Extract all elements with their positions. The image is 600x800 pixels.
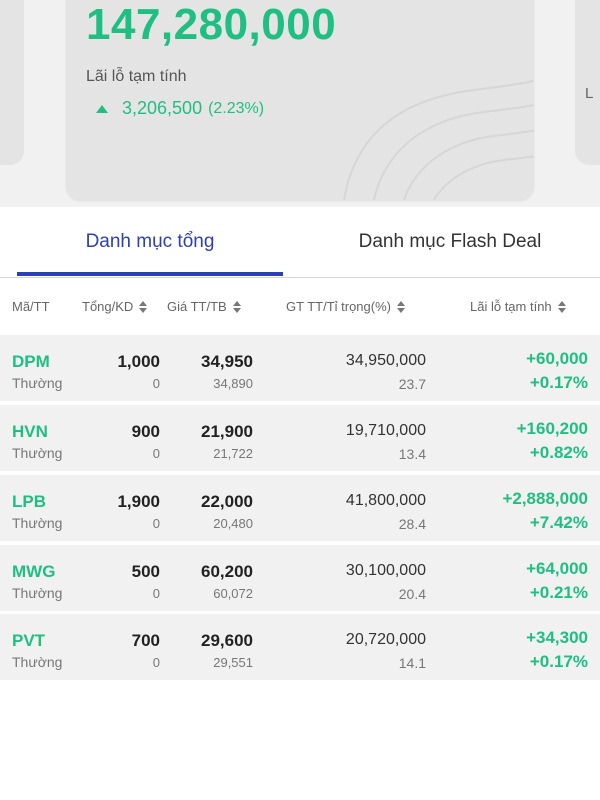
row-symbol: LPB [12,492,46,511]
sort-icon [139,300,148,313]
row-weight: 23.7 [398,376,426,392]
row-pl-value: +160,200 [516,419,588,438]
row-symbol: MWG [12,562,56,581]
row-qty-available: 0 [152,655,160,670]
row-pl-percent: +0.21% [529,583,588,602]
row-price-avg: 60,072 [213,586,253,601]
row-qty-available: 0 [152,586,160,601]
row-weight: 13.4 [398,446,426,462]
row-pl-percent: +0.17% [529,373,588,392]
table-header: Mã/TT Tổng/KD Giá TT/TB GT TT/Tỉ trọng(%… [0,278,600,334]
active-tab-indicator [17,272,283,276]
table-row[interactable]: MWG Thường 500 0 60,200 60,072 30,100,00… [0,545,600,611]
table-row[interactable]: HVN Thường 900 0 21,900 21,722 19,710,00… [0,405,600,471]
row-pl-value: +64,000 [526,559,588,578]
row-pl-value: +60,000 [526,349,588,368]
row-symbol: HVN [12,422,48,441]
pl-label: Lãi lỗ tạm tính [86,68,187,85]
row-price-market: 29,600 [201,631,253,650]
row-weight: 20.4 [398,586,426,602]
row-price-avg: 29,551 [213,655,253,670]
previous-card[interactable] [0,0,24,165]
card-decoration-graphic [343,79,534,200]
row-type: Thường [12,375,63,391]
row-type: Thường [12,445,63,461]
row-qty-available: 0 [152,516,160,531]
row-price-market: 22,000 [201,492,253,511]
row-qty-available: 0 [152,446,160,461]
sort-icon [232,300,241,313]
header-qty-sort[interactable]: Tổng/KD [82,299,148,314]
portfolio-summary-card[interactable]: 147,280,000 Lãi lỗ tạm tính 3,206,500 (2… [66,0,534,200]
row-qty-total: 500 [131,562,160,581]
header-value-label: GT TT/Tỉ trọng(%) [286,299,391,314]
row-qty-available: 0 [152,376,160,391]
table-row[interactable]: PVT Thường 700 0 29,600 29,551 20,720,00… [0,614,600,680]
table-row[interactable]: DPM Thường 1,000 0 34,950 34,890 34,950,… [0,335,600,401]
row-pl-value: +34,300 [526,628,588,647]
pl-percent: (2.23%) [208,99,265,117]
row-weight: 14.1 [398,655,426,671]
pl-summary: 3,206,500 (2.23%) [96,98,264,119]
row-price-market: 34,950 [201,352,253,371]
table-row[interactable]: LPB Thường 1,900 0 22,000 20,480 41,800,… [0,475,600,541]
header-symbol-label: Mã/TT [12,299,50,314]
tab-flash-deal-portfolio[interactable]: Danh mục Flash Deal [358,231,542,252]
row-market-value: 34,950,000 [345,352,426,369]
row-pl-value: +2,888,000 [502,489,588,508]
net-asset-value: 147,280,000 [86,0,337,49]
row-market-value: 20,720,000 [345,631,426,648]
row-weight: 28.4 [398,516,426,532]
row-qty-total: 1,000 [117,352,160,371]
pl-value: 3,206,500 [122,98,203,118]
row-pl-percent: +7.42% [529,513,588,532]
next-card[interactable]: L [575,0,600,165]
row-type: Thường [12,515,63,531]
row-price-avg: 21,722 [213,446,253,461]
row-type: Thường [12,585,63,601]
header-price-label: Giá TT/TB [167,299,227,314]
triangle-up-icon [96,104,108,113]
row-qty-total: 700 [131,631,160,650]
header-pl-label: Lãi lỗ tạm tính [470,299,552,314]
row-price-avg: 20,480 [213,516,253,531]
row-qty-total: 900 [131,422,160,441]
portfolio-tabs: Danh mục tổng Danh mục Flash Deal [0,207,600,278]
row-pl-percent: +0.17% [529,652,588,671]
row-pl-percent: +0.82% [529,443,588,462]
header-value-sort[interactable]: GT TT/Tỉ trọng(%) [286,299,405,314]
row-qty-total: 1,900 [117,492,160,511]
header-qty-label: Tổng/KD [82,299,134,314]
summary-carousel[interactable]: 147,280,000 Lãi lỗ tạm tính 3,206,500 (2… [0,0,600,207]
row-market-value: 19,710,000 [345,422,426,439]
row-symbol: PVT [12,631,46,650]
sort-icon [396,300,405,313]
row-price-market: 60,200 [201,562,253,581]
header-price-sort[interactable]: Giá TT/TB [167,299,241,314]
row-symbol: DPM [12,352,50,371]
tab-total-portfolio[interactable]: Danh mục tổng [85,231,215,252]
sort-icon [557,300,566,313]
header-symbol: Mã/TT [12,299,50,314]
row-price-avg: 34,890 [213,376,253,391]
header-pl-sort[interactable]: Lãi lỗ tạm tính [470,299,566,314]
row-market-value: 30,100,000 [345,562,426,579]
next-card-label: L [585,85,594,102]
row-market-value: 41,800,000 [345,492,426,509]
row-type: Thường [12,654,63,670]
row-price-market: 21,900 [201,422,253,441]
